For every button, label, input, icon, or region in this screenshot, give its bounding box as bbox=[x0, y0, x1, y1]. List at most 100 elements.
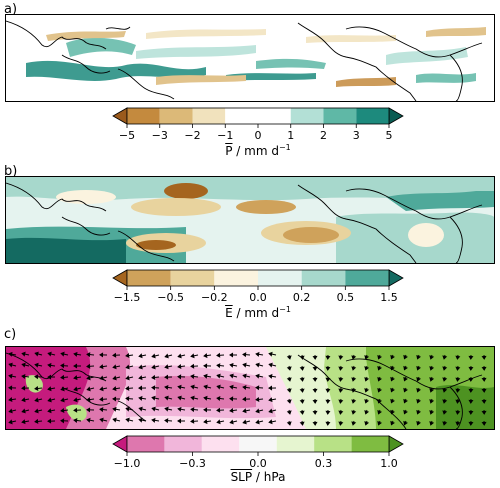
wind-arrow-head bbox=[455, 388, 461, 393]
wind-arrow-head bbox=[286, 399, 292, 404]
wind-arrow-head bbox=[216, 363, 221, 369]
wind-arrow-head bbox=[203, 419, 208, 425]
wind-arrow-head bbox=[255, 373, 260, 379]
wind-arrow-head bbox=[468, 388, 474, 393]
wind-arrow-head bbox=[73, 375, 78, 381]
wind-arrow-head bbox=[481, 421, 487, 426]
wind-arrow-head bbox=[47, 362, 52, 368]
wind-arrow-head bbox=[190, 384, 195, 390]
colorbar-tick-label: −5 bbox=[118, 129, 136, 142]
colorbar-segment bbox=[301, 270, 346, 286]
colorbar-tick-label: 1.5 bbox=[380, 291, 398, 304]
colorbar-tick-label: −0.2 bbox=[200, 291, 228, 304]
wind-arrow-head bbox=[390, 387, 395, 393]
wind-arrow-head bbox=[377, 365, 382, 371]
colorbar-b-label: E / mm d−1 bbox=[225, 305, 291, 320]
wind-arrow-head bbox=[164, 406, 169, 412]
wind-arrow-head bbox=[442, 355, 448, 360]
wind-arrow-head bbox=[429, 399, 435, 404]
wind-arrow-head bbox=[216, 419, 221, 425]
wind-arrow-head bbox=[138, 353, 143, 359]
wind-arrow-head bbox=[125, 385, 130, 391]
wind-arrow-head bbox=[325, 388, 331, 393]
wind-arrow-head bbox=[99, 386, 104, 392]
wind-arrow-head bbox=[429, 410, 435, 415]
panel-b-label: b) bbox=[4, 164, 18, 179]
colorbar-tick-label: 0.0 bbox=[249, 457, 267, 470]
wind-arrow-head bbox=[299, 388, 305, 393]
wind-arrow-head bbox=[73, 407, 78, 413]
wind-arrow-head bbox=[60, 351, 65, 357]
wind-arrow-head bbox=[338, 399, 344, 404]
wind-arrow-head bbox=[138, 417, 143, 423]
colorbar-segment bbox=[258, 270, 302, 286]
colorbar-extend-high bbox=[388, 435, 404, 453]
wind-arrow-head bbox=[242, 362, 247, 368]
wind-arrow-head bbox=[242, 419, 247, 425]
wind-arrow-head bbox=[351, 355, 357, 360]
wind-arrow-head bbox=[286, 410, 292, 415]
wind-arrow-head bbox=[125, 406, 130, 412]
wind-arrow-head bbox=[351, 421, 357, 426]
wind-arrow-head bbox=[73, 363, 78, 369]
wind-arrow-head bbox=[338, 366, 344, 371]
wind-arrow-head bbox=[268, 408, 273, 414]
wind-arrow-head bbox=[151, 385, 156, 391]
wind-arrow-head bbox=[338, 355, 344, 360]
colorbar-segment bbox=[170, 270, 215, 286]
wind-arrow-head bbox=[312, 421, 318, 426]
wind-arrow-head bbox=[351, 388, 357, 393]
colorbar-extend-high bbox=[388, 107, 404, 125]
wind-arrow-head bbox=[390, 365, 395, 371]
wind-arrow-head bbox=[455, 355, 461, 360]
wind-arrow-head bbox=[299, 410, 305, 415]
wind-arrow-head bbox=[403, 376, 408, 382]
wind-arrow-head bbox=[429, 377, 435, 382]
wind-arrow-head bbox=[377, 387, 382, 393]
wind-arrow-head bbox=[299, 377, 305, 382]
wind-arrow-head bbox=[8, 385, 13, 391]
wind-arrow-head bbox=[60, 386, 65, 392]
colorbar-tick-label: 5 bbox=[385, 129, 393, 142]
wind-arrow-head bbox=[429, 355, 435, 360]
wind-arrow-head bbox=[177, 406, 182, 412]
wind-arrow-head bbox=[138, 406, 143, 412]
wind-arrow-head bbox=[190, 374, 195, 380]
wind-arrow-head bbox=[47, 386, 52, 392]
wind-arrow-head bbox=[99, 352, 104, 358]
wind-arrow-head bbox=[21, 373, 26, 379]
wind-arrow-head bbox=[442, 366, 448, 371]
wind-arrow-head bbox=[416, 420, 422, 426]
wind-arrow-head bbox=[8, 397, 13, 403]
colorbar-segment bbox=[314, 436, 352, 452]
wind-arrow-head bbox=[268, 419, 273, 425]
colorbar-tick-label: 0 bbox=[254, 129, 262, 142]
colorbar-segment bbox=[323, 108, 357, 124]
wind-arrow-head bbox=[468, 421, 474, 426]
wind-arrow-head bbox=[442, 410, 448, 415]
wind-arrow-head bbox=[377, 354, 382, 360]
wind-arrow-head bbox=[164, 353, 169, 359]
wind-arrow-head bbox=[21, 351, 26, 357]
wind-arrow-head bbox=[21, 362, 26, 368]
colorbar-extend-low bbox=[112, 435, 128, 453]
wind-arrow-head bbox=[429, 388, 435, 393]
wind-arrow-head bbox=[99, 396, 104, 402]
wind-arrow-head bbox=[325, 355, 331, 360]
wind-arrow-head bbox=[34, 362, 39, 368]
wind-arrow-head bbox=[190, 407, 195, 413]
wind-arrow-head bbox=[125, 364, 130, 370]
wind-arrow-head bbox=[268, 397, 273, 403]
wind-arrow-head bbox=[112, 386, 117, 392]
wind-arrow-head bbox=[299, 355, 305, 360]
wind-arrow-head bbox=[455, 410, 461, 415]
wind-arrow-head bbox=[468, 366, 474, 371]
wind-arrow-head bbox=[416, 376, 422, 382]
wind-arrow-head bbox=[125, 396, 130, 402]
colorbar-segment bbox=[276, 436, 315, 452]
wind-arrow-head bbox=[390, 420, 395, 426]
wind-arrow-head bbox=[86, 407, 91, 413]
wind-arrow-head bbox=[468, 399, 474, 404]
wind-arrow-head bbox=[364, 388, 370, 393]
wind-arrow-head bbox=[390, 376, 395, 382]
